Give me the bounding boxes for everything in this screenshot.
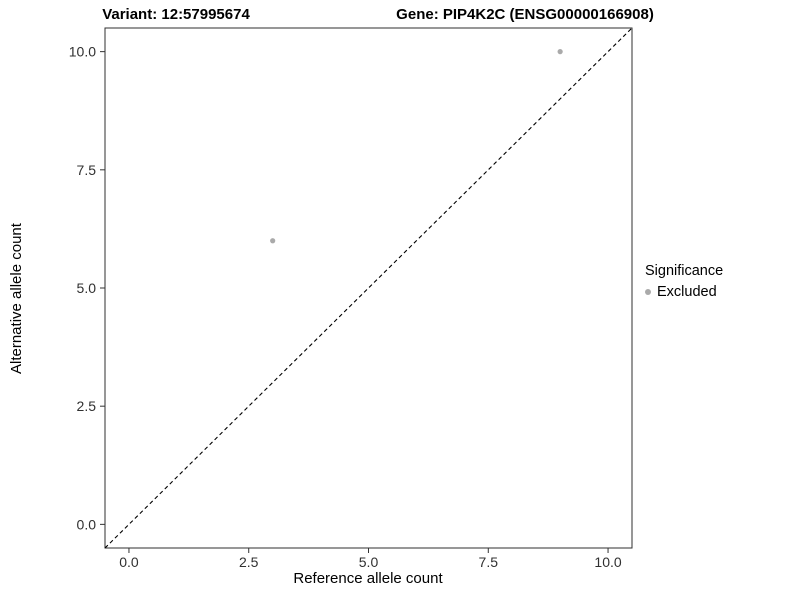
legend-title: Significance xyxy=(645,263,724,279)
y-tick-label: 5.0 xyxy=(77,280,97,296)
y-tick-label: 0.0 xyxy=(77,516,97,532)
plot-title-variant: Variant: 12:57995674 xyxy=(102,6,250,23)
x-tick-label: 7.5 xyxy=(479,554,499,570)
y-tick-label: 10.0 xyxy=(69,44,96,60)
x-tick-label: 5.0 xyxy=(359,554,379,570)
plot-title-gene: Gene: PIP4K2C (ENSG00000166908) xyxy=(396,6,654,23)
legend-item-excluded: Excluded xyxy=(645,284,723,300)
x-tick-label: 2.5 xyxy=(239,554,259,570)
y-tick-label: 7.5 xyxy=(77,162,97,178)
y-tick-label: 2.5 xyxy=(77,398,97,414)
data-point xyxy=(557,49,563,55)
legend-item-label: Excluded xyxy=(657,284,717,300)
legend: Significance Excluded xyxy=(645,263,723,300)
x-axis-label: Reference allele count xyxy=(293,570,443,587)
x-tick-label: 0.0 xyxy=(119,554,139,570)
legend-point-icon xyxy=(645,289,651,295)
identity-reference-line xyxy=(104,27,633,549)
data-point xyxy=(270,238,276,244)
x-tick-label: 10.0 xyxy=(594,554,621,570)
